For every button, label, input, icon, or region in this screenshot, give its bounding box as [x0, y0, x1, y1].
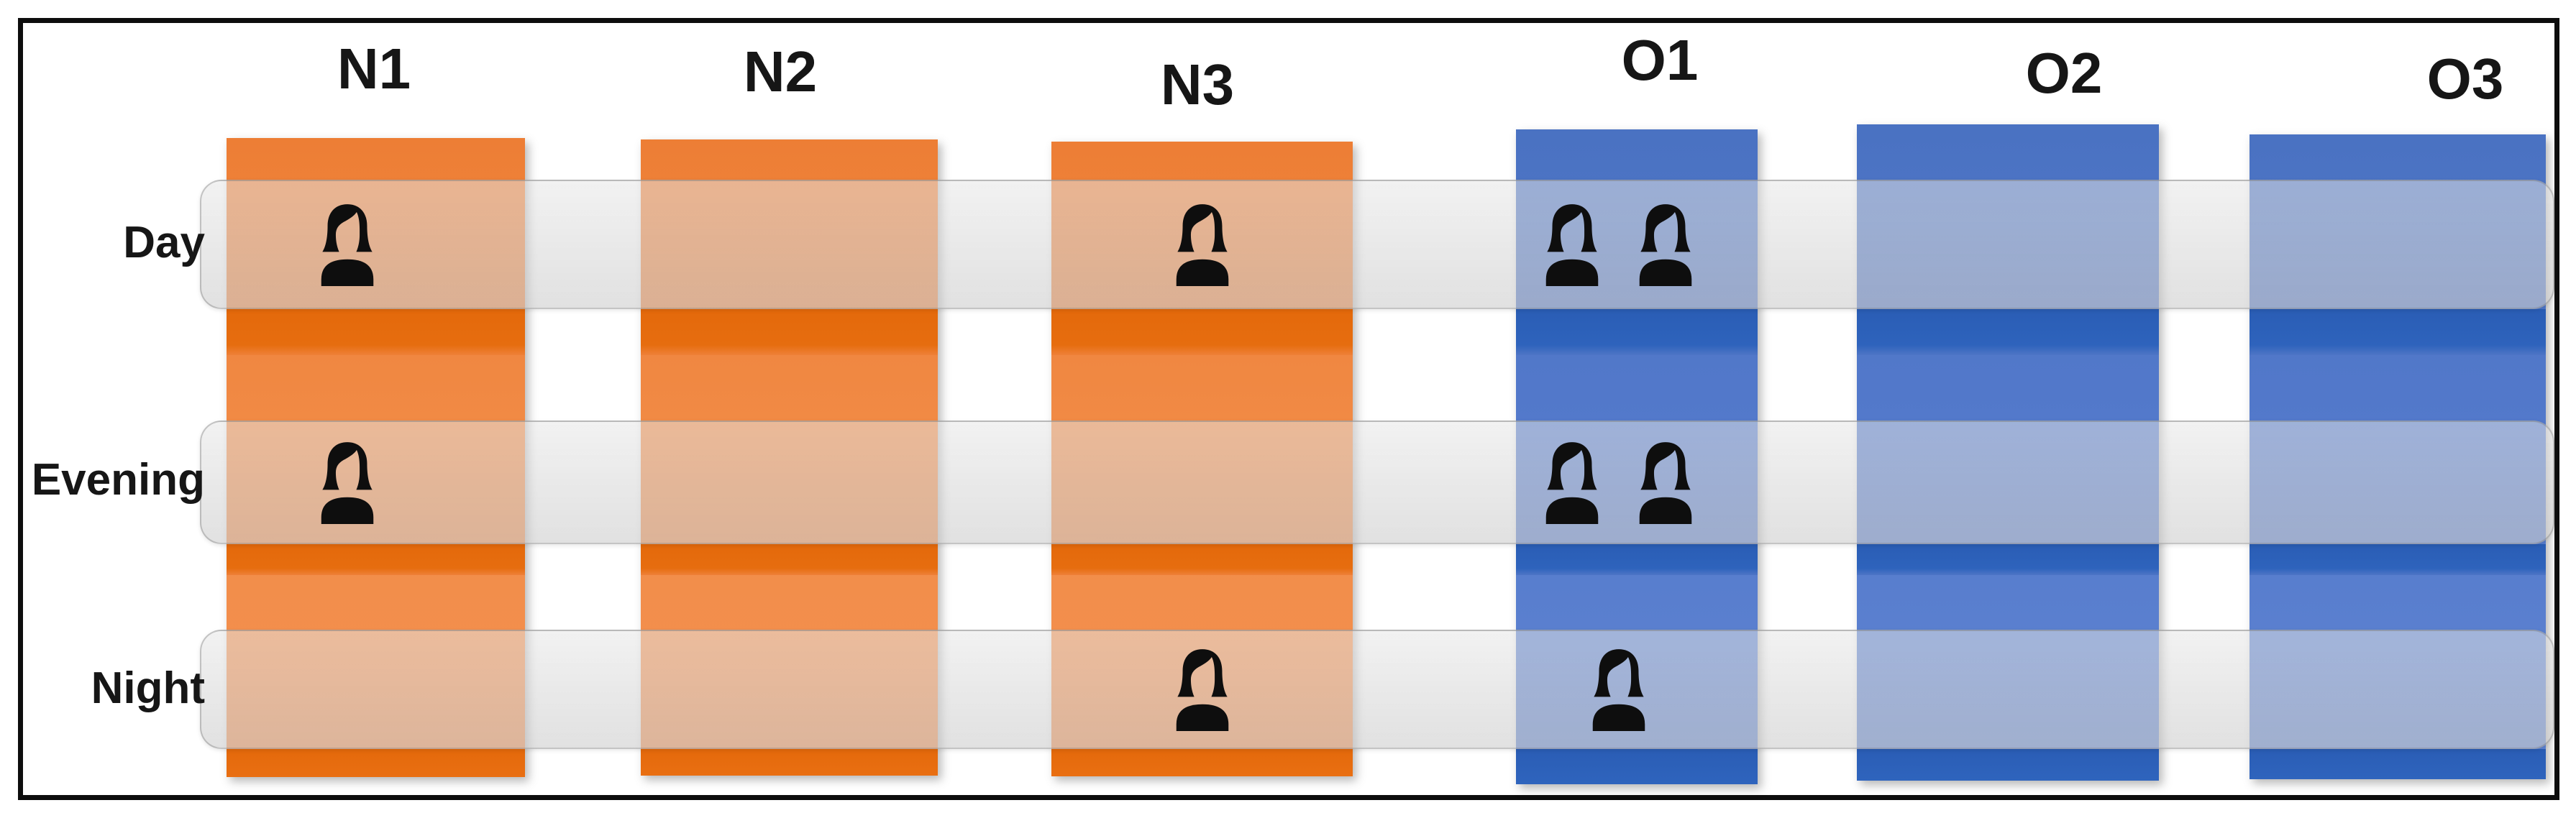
woman-person-icon — [1545, 442, 1599, 524]
column-segment — [1516, 749, 1758, 784]
cell-day-N2 — [641, 180, 938, 309]
column-segment — [2250, 309, 2546, 355]
column-segment — [227, 544, 525, 575]
column-segment — [1516, 544, 1758, 575]
column-segment — [1857, 749, 2159, 781]
cell-evening-O1 — [1498, 421, 1740, 544]
woman-person-icon — [321, 442, 373, 524]
column-header-N3: N3 — [1160, 52, 1235, 116]
column-header-N1: N1 — [337, 37, 411, 101]
cell-night-N1 — [198, 630, 496, 749]
column-segment — [1516, 309, 1758, 355]
cell-evening-N2 — [641, 421, 938, 544]
column-segment — [1857, 309, 2159, 355]
cell-night-O3 — [2250, 630, 2546, 749]
column-header-O2: O2 — [2025, 41, 2103, 105]
column-header-O1: O1 — [1621, 28, 1699, 92]
cell-evening-N3 — [1051, 421, 1353, 544]
woman-person-icon — [1592, 649, 1645, 731]
column-segment — [1051, 309, 1353, 355]
cell-day-N3 — [1051, 180, 1353, 309]
column-segment — [1857, 544, 2159, 575]
woman-person-icon — [1176, 204, 1228, 286]
column-segment — [641, 309, 938, 355]
row-label-day: Day — [123, 218, 205, 267]
shift-row-band-night — [200, 630, 2554, 749]
cell-day-O3 — [2250, 180, 2546, 309]
woman-person-icon — [1639, 442, 1692, 524]
cell-day-O1 — [1498, 180, 1740, 309]
column-header-N2: N2 — [743, 40, 818, 104]
cell-evening-N1 — [198, 421, 496, 544]
cell-night-N3 — [1051, 630, 1353, 749]
column-segment — [227, 309, 525, 355]
woman-person-icon — [321, 204, 373, 286]
cell-evening-O2 — [1857, 421, 2159, 544]
column-segment — [1051, 749, 1353, 776]
cell-night-O1 — [1498, 630, 1740, 749]
shift-row-band-evening — [200, 421, 2554, 544]
shift-row-band-day — [200, 180, 2554, 309]
woman-person-icon — [1176, 649, 1228, 731]
cell-day-O2 — [1857, 180, 2159, 309]
woman-person-icon — [1639, 204, 1692, 286]
cell-night-O2 — [1857, 630, 2159, 749]
row-label-night: Night — [91, 663, 205, 713]
column-segment — [1051, 544, 1353, 575]
cell-day-N1 — [198, 180, 496, 309]
column-header-O3: O3 — [2426, 47, 2504, 111]
column-segment — [227, 749, 525, 777]
column-segment — [2250, 749, 2546, 779]
column-segment — [641, 749, 938, 776]
column-segment — [641, 544, 938, 575]
row-label-evening: Evening — [31, 455, 205, 505]
woman-person-icon — [1545, 204, 1599, 286]
column-segment — [2250, 544, 2546, 575]
cell-night-N2 — [641, 630, 938, 749]
cell-evening-O3 — [2250, 421, 2546, 544]
